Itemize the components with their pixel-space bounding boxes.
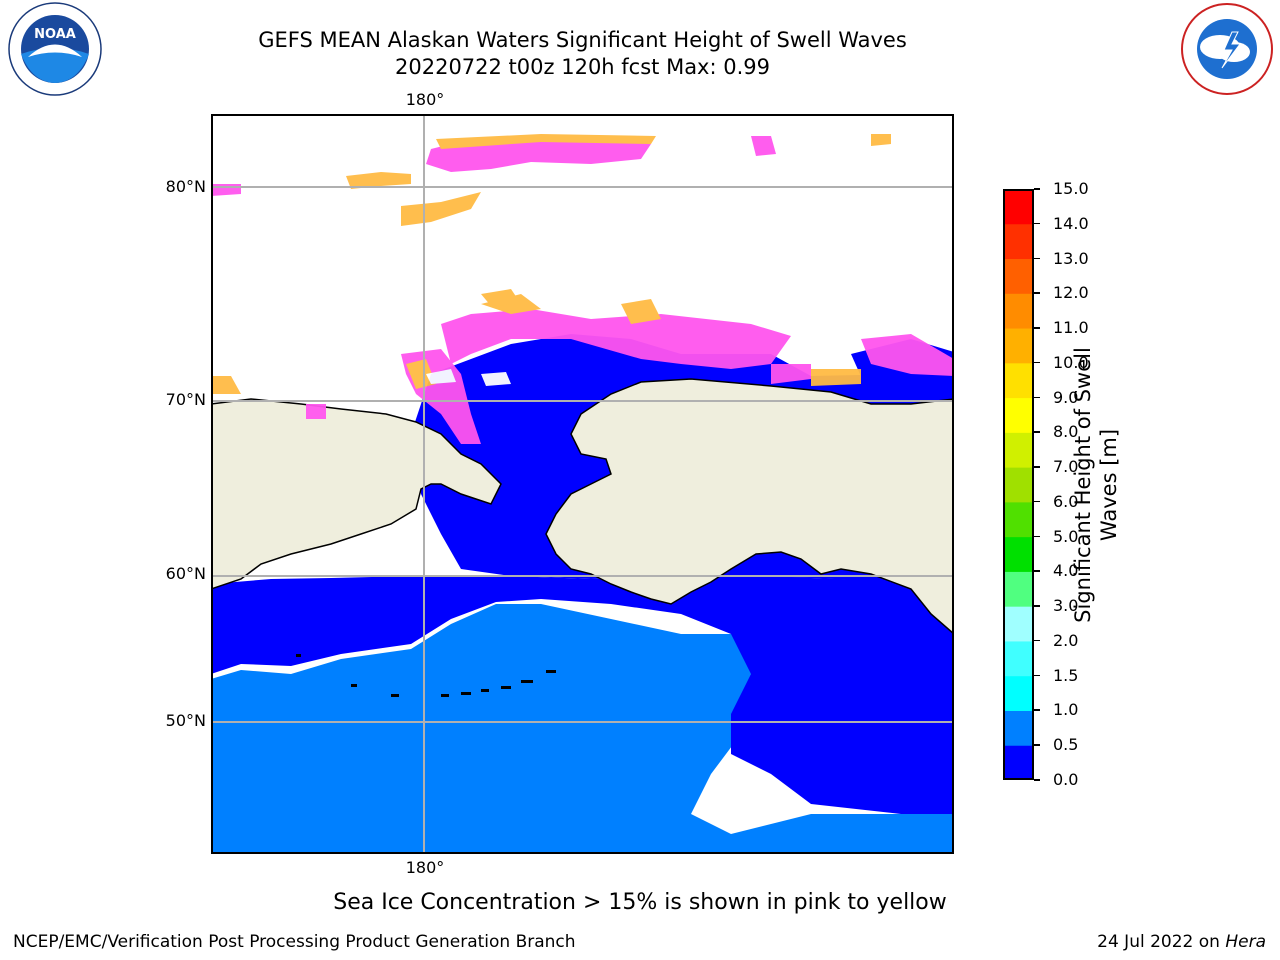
colorbar-segment xyxy=(1003,362,1034,399)
colorbar-tick-label: 5.0 xyxy=(1053,526,1079,546)
colorbar-tick-mark xyxy=(1034,500,1040,503)
sea-ice-footnote: Sea Ice Concentration > 15% is shown in … xyxy=(333,890,947,915)
colorbar-tick-mark xyxy=(1034,570,1040,572)
chart-subtitle: 20220722 t00z 120h fcst Max: 0.99 xyxy=(395,55,770,79)
colorbar-tick-mark xyxy=(1034,431,1040,433)
colorbar-tick-label: 0.5 xyxy=(1053,735,1079,755)
land-siberia xyxy=(210,398,502,591)
colorbar xyxy=(1003,189,1034,781)
colorbar-tick-mark xyxy=(1034,222,1040,225)
pacific-low-swell-north xyxy=(211,576,954,814)
colorbar-svg xyxy=(1003,189,1034,781)
graticule xyxy=(211,114,954,854)
lat-label-70n: 70°N xyxy=(165,390,206,409)
colorbar-tick-label: 6.0 xyxy=(1053,491,1079,511)
colorbar-tick-mark xyxy=(1034,361,1040,364)
colorbar-tick-mark xyxy=(1034,605,1040,607)
credit-branch: NCEP/EMC/Verification Post Processing Pr… xyxy=(13,932,576,952)
colorbar-tick-label: 1.0 xyxy=(1053,700,1079,720)
colorbar-segment xyxy=(1003,223,1034,260)
colorbar-tick-label: 8.0 xyxy=(1053,422,1079,442)
credit-machine: Hera xyxy=(1225,932,1266,952)
colorbar-title-line2: Waves [m] xyxy=(1097,428,1121,542)
colorbar-segment xyxy=(1003,258,1034,294)
lat-label-50n: 50°N xyxy=(165,711,206,730)
lon-label-top: 180° xyxy=(405,90,445,109)
colorbar-segment xyxy=(1003,501,1034,538)
colorbar-tick-mark xyxy=(1034,292,1040,294)
colorbar-segment xyxy=(1003,293,1034,329)
colorbar-tick-mark xyxy=(1034,744,1040,746)
colorbar-tick-label: 14.0 xyxy=(1053,213,1089,233)
colorbar-segment xyxy=(1003,675,1034,711)
credit-date: 24 Jul 2022 on Hera xyxy=(1097,932,1266,952)
colorbar-tick-mark xyxy=(1034,466,1040,468)
colorbar-segment xyxy=(1003,640,1034,677)
colorbar-segment xyxy=(1003,710,1034,746)
colorbar-segment xyxy=(1003,745,1034,781)
land-alaska xyxy=(545,378,955,636)
colorbar-tick-label: 9.0 xyxy=(1053,387,1079,407)
colorbar-tick-mark xyxy=(1034,674,1040,677)
lat-label-60n: 60°N xyxy=(165,564,206,583)
colorbar-tick-label: 10.0 xyxy=(1053,352,1089,372)
map-frame xyxy=(211,114,954,854)
swell-height-map xyxy=(210,114,955,854)
lat-label-80n: 80°N xyxy=(165,177,206,196)
aleutian-islands xyxy=(296,654,556,697)
colorbar-segment xyxy=(1003,536,1034,572)
credit-date-text: 24 Jul 2022 on xyxy=(1097,932,1226,952)
colorbar-tick-label: 13.0 xyxy=(1053,248,1089,268)
colorbar-tick-label: 12.0 xyxy=(1053,283,1089,303)
colorbar-segment xyxy=(1003,189,1034,225)
colorbar-tick-mark xyxy=(1034,535,1040,538)
colorbar-segment xyxy=(1003,432,1034,468)
colorbar-segment xyxy=(1003,397,1034,433)
colorbar-tick-mark xyxy=(1034,327,1040,329)
colorbar-tick-mark xyxy=(1034,639,1040,642)
colorbar-tick-label: 11.0 xyxy=(1053,318,1089,338)
colorbar-segment xyxy=(1003,606,1034,642)
colorbar-tick-label: 2.0 xyxy=(1053,630,1079,650)
colorbar-segment xyxy=(1003,328,1034,364)
colorbar-tick-mark xyxy=(1034,709,1040,711)
chart-title: GEFS MEAN Alaskan Waters Significant Hei… xyxy=(258,28,907,52)
colorbar-tick-label: 15.0 xyxy=(1053,179,1089,198)
colorbar-tick-label: 4.0 xyxy=(1053,561,1079,581)
svg-text:NOAA: NOAA xyxy=(34,27,76,42)
colorbar-tick-mark xyxy=(1034,257,1040,260)
sea-ice-north xyxy=(211,134,954,444)
colorbar-title-line1: Significant Height of Swell xyxy=(1071,347,1095,623)
colorbar-tick-label: 0.0 xyxy=(1053,770,1079,789)
noaa-logo: NOAA xyxy=(8,2,102,96)
colorbar-tick-mark xyxy=(1034,188,1040,190)
colorbar-tick-mark xyxy=(1034,396,1040,399)
colorbar-frame xyxy=(1003,189,1034,780)
lon-label-bottom: 180° xyxy=(405,858,445,877)
colorbar-tick-label: 1.5 xyxy=(1053,665,1079,685)
gulf-mid-swell xyxy=(321,659,571,804)
colorbar-segment xyxy=(1003,571,1034,607)
colorbar-tick-label: 7.0 xyxy=(1053,457,1079,477)
nws-logo xyxy=(1180,2,1274,96)
colorbar-segment xyxy=(1003,467,1034,503)
map-canvas xyxy=(210,114,955,854)
colorbar-tick-label: 3.0 xyxy=(1053,596,1079,616)
colorbar-tick-mark xyxy=(1034,779,1040,781)
